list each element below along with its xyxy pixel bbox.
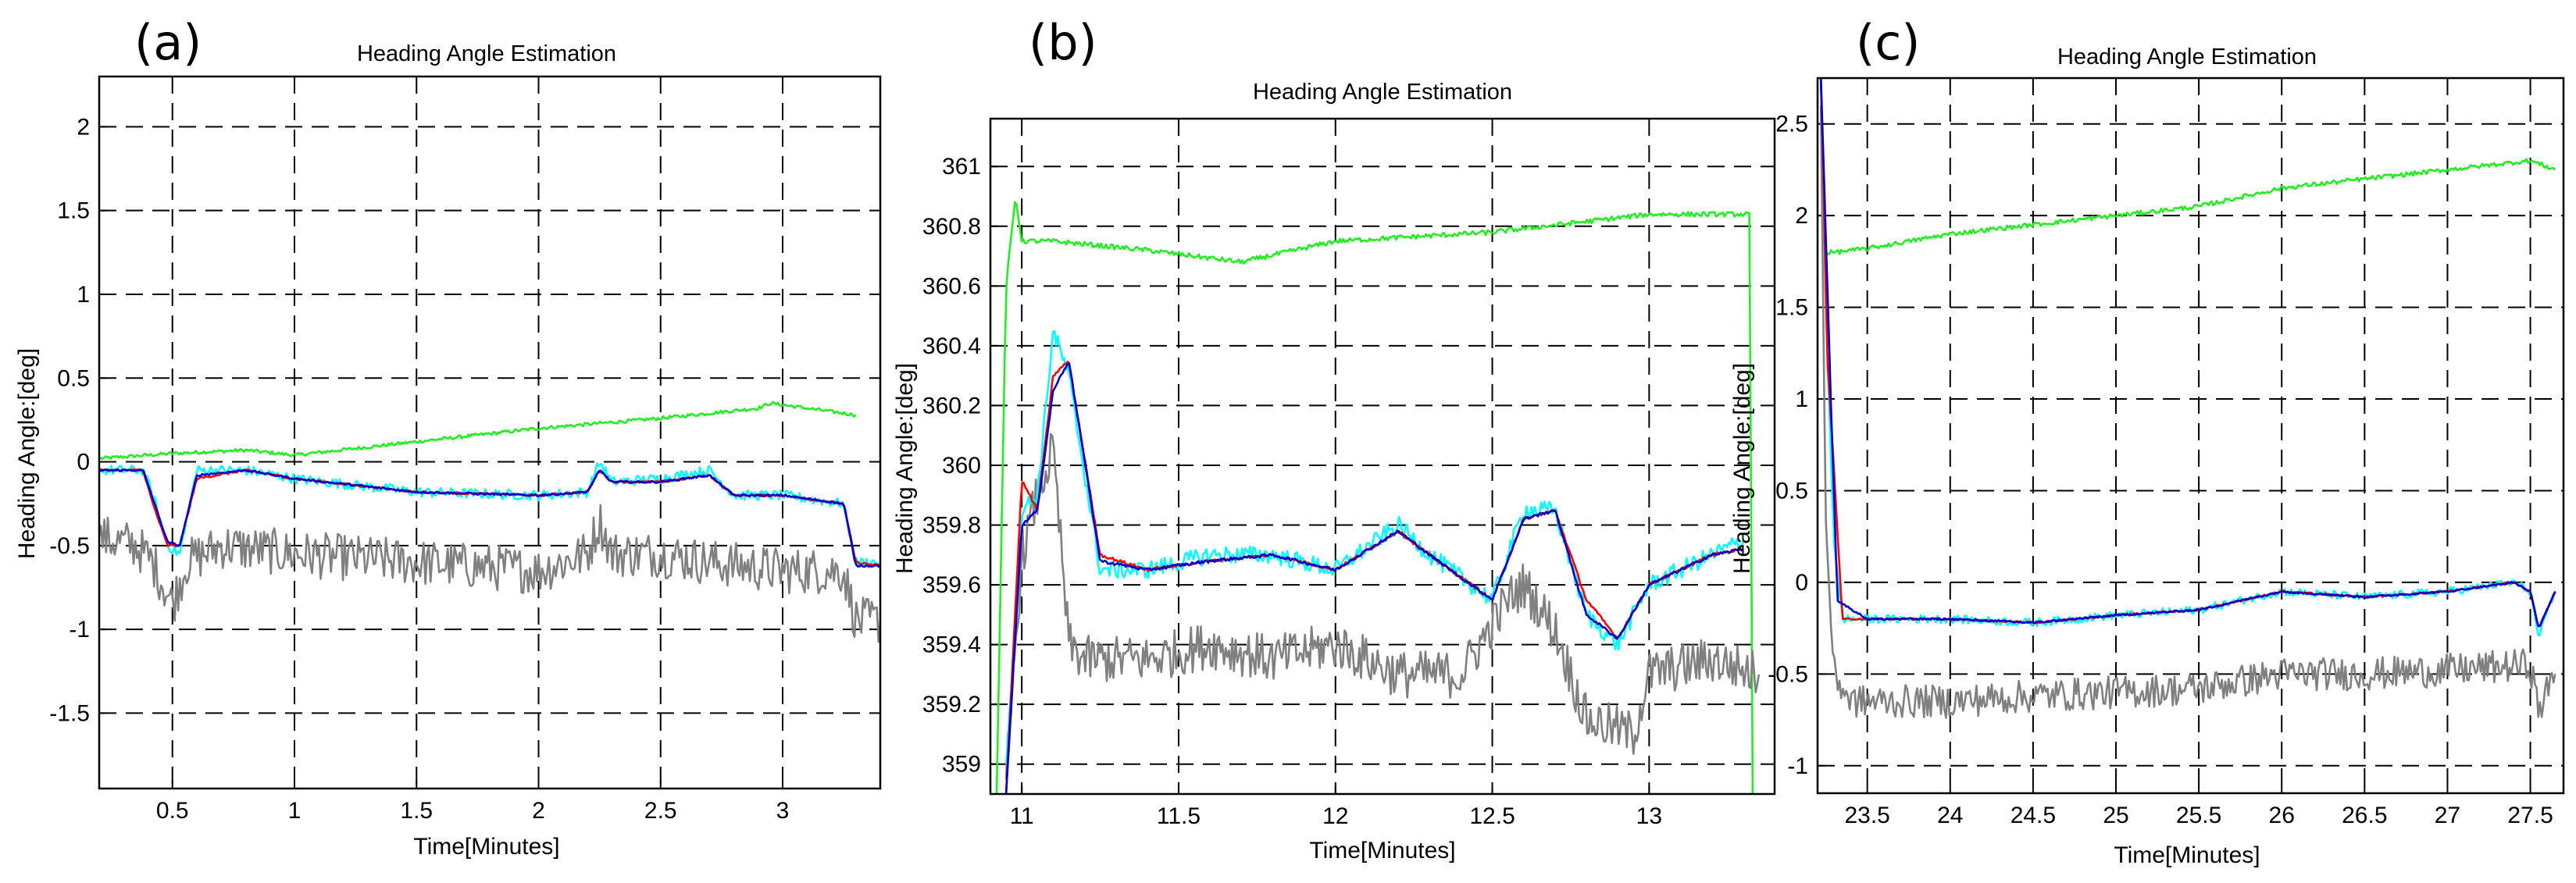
panel-b-ylabel: Heading Angle:[deg] [892,363,918,574]
panel-c: (c) Heading Angle Estimation 23.5 24 24.5 2… [1729,14,2565,868]
x-tick-label: 27 [2435,803,2460,828]
axes-frame [1816,77,2565,795]
y-tick-label: -0.5 [1768,661,1808,687]
x-tick-label: 0.5 [156,798,189,824]
panel-b-plot: 11 11.5 12 12.5 13 359 359.2 359.4 359.6 359.8 360… [922,117,1776,829]
series-line-red [1004,361,1744,794]
x-tick-label: 3 [776,798,790,824]
y-tick-label: 2 [1795,203,1808,229]
y-tick-label: 360.6 [922,273,981,299]
series-line-green [1819,78,2556,255]
y-tick-label: 359 [942,752,981,778]
series-line-red [1819,78,2556,628]
y-tick-label: 359.2 [922,692,981,717]
panel-a: (a) Heading Angle Estimation 0.5 1 1.5 2 2.5… [14,14,882,860]
panel-a-ylabel: Heading Angle:[deg] [14,348,40,559]
y-tick-label: 360.8 [922,214,981,240]
y-tick-label: 360.4 [922,333,981,359]
x-tick-label: 25 [2103,803,2128,828]
y-tick-label: 0.5 [57,365,90,391]
y-tick-label: 359.8 [922,513,981,539]
x-tick-label: 12.5 [1469,803,1515,829]
panel-c-ylabel: Heading Angle:[deg] [1729,363,1755,574]
y-tick-label: 360.2 [922,393,981,418]
panel-a-title: Heading Angle Estimation [357,41,616,66]
y-tick-label: -0.5 [49,533,90,559]
panel-a-label: (a) [134,14,202,71]
x-tick-label: 27.5 [2507,803,2553,828]
y-tick-label: -1 [1787,753,1808,779]
y-tick-label: 1.5 [1775,295,1808,321]
series-group [995,201,1761,794]
y-tick-label: 361 [942,154,981,180]
y-tick-label: 1 [77,282,90,308]
y-tick-label: 1 [1795,386,1808,412]
x-tick-label: 25.5 [2176,803,2221,828]
panel-b-xlabel: Time[Minutes] [1309,838,1455,863]
panel-a-plot: 0.5 1 1.5 2 2.5 3 -1.5 -1 -0.5 0 0.5 1 1.5 2 [49,75,882,824]
y-tick-label: 0 [1795,570,1808,596]
y-tick-label: 360 [942,453,981,479]
axes-frame [989,117,1776,796]
x-tick-label: 11.5 [1157,803,1201,829]
x-tick-label: 26.5 [2342,803,2387,828]
x-tick-label: 23.5 [1844,803,1889,828]
series-line-gray [99,504,880,643]
panel-c-xlabel: Time[Minutes] [2114,842,2260,868]
y-tick-label: 1.5 [57,198,90,224]
x-tick-label: 1 [288,798,301,824]
x-tick-label: 13 [1636,803,1662,829]
x-tick-label: 2.5 [644,798,677,824]
series-line-green [99,401,857,461]
panel-c-title: Heading Angle Estimation [2057,45,2317,69]
x-tick-label: 24.5 [2010,803,2056,828]
x-tick-label: 12 [1322,803,1348,829]
y-tick-label: 0 [77,450,90,475]
series-line-blue [99,468,880,568]
y-tick-label: 0.5 [1775,478,1808,504]
panel-b-label: (b) [1029,14,1097,71]
y-tick-label: -1.5 [49,700,90,726]
y-tick-label: -1 [69,617,90,643]
panel-c-plot: 23.5 24 24.5 25 25.5 26 26.5 27 27.5 -1 -0.5 0 0.5 1 1… [1768,77,2565,828]
series-line-cyan [1819,78,2556,637]
series-line-green [995,201,1754,794]
series-group [99,401,880,643]
y-tick-label: 2.5 [1775,112,1808,137]
panel-c-label: (c) [1856,14,1920,71]
x-tick-label: 1.5 [400,798,433,824]
y-tick-label: 2 [77,114,90,140]
series-group [1819,78,2556,719]
y-tick-label: 359.6 [922,572,981,598]
series-line-blue [1004,362,1744,794]
series-line-blue [1819,78,2556,628]
axes-frame [98,75,882,790]
x-tick-label: 11 [1010,803,1034,829]
panel-b-title: Heading Angle Estimation [1253,80,1512,105]
x-tick-label: 26 [2269,803,2295,828]
series-line-gray [1819,105,2556,719]
panel-a-xlabel: Time[Minutes] [413,834,559,860]
y-tick-label: 359.4 [922,632,981,658]
x-tick-label: 2 [532,798,545,824]
series-line-gray [1004,433,1761,779]
panel-b: (b) Heading Angle Estimation 11 11.5 12 12.… [892,14,1776,863]
x-tick-label: 24 [1937,803,1963,828]
